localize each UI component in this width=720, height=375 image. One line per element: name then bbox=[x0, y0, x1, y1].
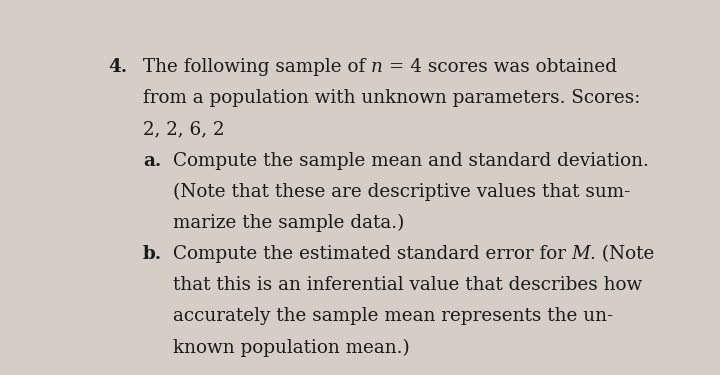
Text: 2, 2, 6, 2: 2, 2, 6, 2 bbox=[143, 120, 225, 138]
Text: Compute the estimated standard error for: Compute the estimated standard error for bbox=[173, 245, 572, 263]
Text: (Note that these are descriptive values that sum-: (Note that these are descriptive values … bbox=[173, 183, 630, 201]
Text: = 4 scores was obtained: = 4 scores was obtained bbox=[383, 58, 617, 76]
Text: accurately the sample mean represents the un-: accurately the sample mean represents th… bbox=[173, 308, 613, 326]
Text: M: M bbox=[572, 245, 590, 263]
Text: that this is an inferential value that describes how: that this is an inferential value that d… bbox=[173, 276, 642, 294]
Text: Compute the sample mean and standard deviation.: Compute the sample mean and standard dev… bbox=[173, 152, 649, 170]
Text: b.: b. bbox=[143, 245, 162, 263]
Text: 4.: 4. bbox=[108, 58, 127, 76]
Text: marize the sample data.): marize the sample data.) bbox=[173, 214, 404, 232]
Text: known population mean.): known population mean.) bbox=[173, 339, 410, 357]
Text: a.: a. bbox=[143, 152, 161, 170]
Text: The following sample of: The following sample of bbox=[143, 58, 371, 76]
Text: n: n bbox=[371, 58, 383, 76]
Text: from a population with unknown parameters. Scores:: from a population with unknown parameter… bbox=[143, 89, 640, 107]
Text: . (Note: . (Note bbox=[590, 245, 654, 263]
